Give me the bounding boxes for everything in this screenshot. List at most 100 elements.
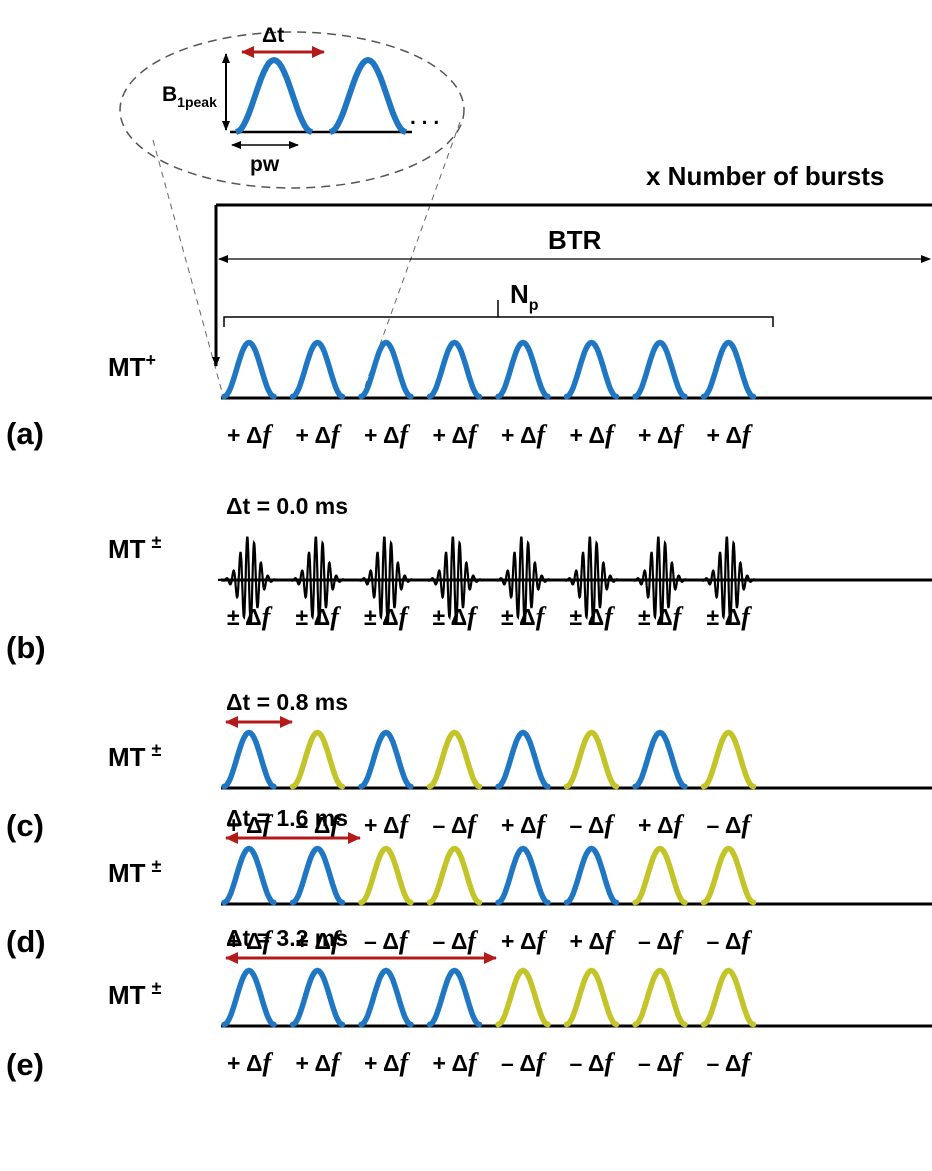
pulse-negative (426, 845, 483, 906)
frequency-offset-label: + Δf (364, 420, 411, 449)
frequency-offset-label: – Δf (501, 1048, 547, 1077)
frequency-offset-label: – Δf (570, 1048, 616, 1077)
panel-label: (b) (6, 630, 46, 665)
pulse-positive (426, 339, 483, 400)
pulse-negative (700, 967, 757, 1028)
panel-label: (c) (6, 808, 44, 843)
pulse-positive (495, 845, 551, 906)
inset-pw-label: pw (250, 153, 280, 176)
row-c: MT ± (c) Δt = 0.8 ms + Δf – Δf + Δf – Δf + Δf – Δ… (6, 689, 932, 843)
frequency-offset-label: + Δf (433, 1048, 480, 1077)
inset-pulse (235, 56, 407, 135)
frequency-offset-label: + Δf (227, 1048, 274, 1077)
frequency-offset-label: + Δf (707, 420, 754, 449)
pulse-positive (289, 845, 346, 906)
pulse-oscillating (492, 536, 554, 624)
row-label: MT ± (108, 532, 162, 564)
inset-ellipse (119, 31, 465, 189)
header-annotations: x Number of bursts BTR Np (212, 161, 932, 367)
frequency-offset-label: + Δf (296, 1048, 343, 1077)
frequency-offset-label: – Δf (433, 926, 479, 955)
row-b: MT ± (b) Δt = 0.0 ms ± Δf ± Δf ± Δf ± Δf ± Δf ± Δ… (6, 493, 932, 665)
frequency-offset-label: + Δf (570, 926, 617, 955)
frequency-offset-label: ± Δf (227, 602, 273, 631)
sequence-rows: MT+(a) + Δf + Δf + Δf + Δf + Δf + Δf + Δf + ΔfMT… (6, 339, 932, 1082)
pulse-positive (563, 339, 620, 400)
frequency-offset-label: ± Δf (638, 602, 684, 631)
frequency-offset-label: + Δf (296, 420, 343, 449)
pulse-positive (358, 339, 414, 400)
np-bracket (223, 300, 774, 327)
pulse-negative (289, 729, 346, 790)
btr-label: BTR (548, 225, 602, 255)
frequency-offset-label: ± Δf (364, 602, 410, 631)
pulse-positive (221, 339, 277, 400)
pulse-negative (495, 967, 551, 1028)
frequency-offset-label: – Δf (638, 926, 684, 955)
pulse-negative (563, 967, 620, 1028)
frequency-offset-label: – Δf (364, 926, 410, 955)
frequency-offset-label: + Δf (227, 420, 274, 449)
row-e: MT ±(e)Δt = 3.2 ms+ Δf + Δf + Δf + Δf – Δf – Δ… (6, 925, 932, 1082)
frequency-offset-label: – Δf (433, 810, 479, 839)
frequency-offset-label: – Δf (570, 810, 616, 839)
delta-t-label: Δt = 1.6 ms (226, 805, 348, 831)
frequency-offset-label: ± Δf (501, 602, 547, 631)
delta-t-label: Δt = 0.0 ms (226, 493, 348, 519)
row-d: MT ± (d) Δt = 1.6 ms + Δf + Δf – Δf – Δf + Δf + Δ… (6, 805, 932, 959)
frequency-offset-label: + Δf (364, 1048, 411, 1077)
pulse-positive (426, 967, 483, 1028)
inset-dt-label: Δt (262, 24, 284, 47)
frequency-offset-label: + Δf (364, 810, 411, 839)
pulse-positive (221, 967, 277, 1028)
pulse-positive (358, 967, 414, 1028)
pulse-oscillating (697, 536, 760, 624)
panel-label: (e) (6, 1047, 44, 1082)
pulse-oscillating (355, 536, 417, 624)
inset-b1-label: B1peak (162, 83, 217, 110)
pulse-negative (700, 845, 757, 906)
bursts-label: x Number of bursts (646, 161, 884, 191)
frequency-offset-label: + Δf (501, 420, 548, 449)
frequency-offset-label: ± Δf (433, 602, 479, 631)
frequency-offset-label: ± Δf (296, 602, 342, 631)
pulse-positive (358, 729, 414, 790)
frequency-offset-label: – Δf (707, 1048, 753, 1077)
frequency-offset-label: ± Δf (570, 602, 616, 631)
pulse-oscillating (286, 536, 349, 624)
pulse-negative (632, 967, 688, 1028)
pulse-negative (632, 845, 688, 906)
pulse-negative (700, 729, 757, 790)
row-label: MT ± (108, 856, 162, 888)
frequency-offset-label: – Δf (707, 810, 753, 839)
inset-zoom: Δt B1peak pw . . . (119, 24, 465, 393)
pulse-positive (632, 339, 688, 400)
frequency-offset-label: – Δf (638, 1048, 684, 1077)
frequency-offset-label: + Δf (227, 926, 274, 955)
row-a: MT+ (a) + Δf + Δf + Δf + Δf + Δf + Δf + Δf + Δf (6, 339, 932, 451)
pulse-positive (289, 967, 346, 1028)
frequency-offset-label: + Δf (296, 926, 343, 955)
frequency-offset-label: + Δf (638, 810, 685, 839)
zoom-guide-left (152, 139, 223, 393)
pulse-positive (221, 729, 277, 790)
row-label: MT+ (108, 350, 156, 382)
frequency-offset-label: + Δf (433, 420, 480, 449)
pulse-oscillating (218, 536, 280, 624)
np-label: Np (510, 279, 539, 314)
frequency-offset-label: + Δf (501, 810, 548, 839)
frequency-offset-label: + Δf (570, 420, 617, 449)
panel-label: (d) (6, 924, 46, 959)
row-label: MT ± (108, 740, 162, 772)
pulse-oscillating (560, 536, 623, 624)
delta-t-label: Δt = 3.2 ms (226, 925, 348, 951)
frequency-offset-label: ± Δf (707, 602, 753, 631)
inset-ellipsis: . . . (410, 106, 439, 129)
pulse-negative (426, 729, 483, 790)
pulse-negative (358, 845, 414, 906)
pulse-positive (563, 845, 620, 906)
delta-t-label: Δt = 0.8 ms (226, 689, 348, 715)
pulse-positive (221, 845, 277, 906)
panel-label: (a) (6, 416, 44, 451)
